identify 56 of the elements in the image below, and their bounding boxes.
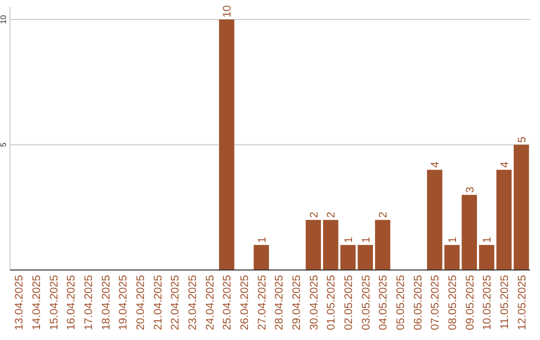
x-tick-label: 19.04.2025: [118, 275, 130, 330]
bar: [514, 144, 529, 270]
x-tick-label: 09.05.2025: [464, 275, 476, 330]
bar: [219, 20, 234, 270]
x-tick-label: 16.04.2025: [66, 275, 78, 330]
bar: [427, 170, 442, 270]
bar: [375, 220, 390, 270]
x-tick-label: 28.04.2025: [274, 275, 286, 330]
x-tick-label: 08.05.2025: [447, 275, 459, 330]
data-label: 4: [499, 162, 511, 168]
x-tick-label: 10.05.2025: [482, 275, 494, 330]
x-tick-label: 26.04.2025: [239, 275, 251, 330]
x-tick-label: 06.05.2025: [412, 275, 424, 330]
data-label: 1: [343, 236, 355, 243]
bar: [323, 220, 338, 270]
x-tick-label: 20.04.2025: [135, 275, 147, 330]
data-label: 2: [378, 212, 390, 218]
x-tick-label: 11.05.2025: [499, 275, 511, 330]
x-tick-label: 18.04.2025: [100, 275, 112, 330]
data-label: 1: [360, 236, 372, 243]
bar: [444, 244, 460, 270]
x-tick-label: 22.04.2025: [170, 275, 182, 330]
data-label: 1: [447, 236, 459, 243]
bar: [462, 194, 477, 270]
x-tick-label: 07.05.2025: [430, 275, 442, 330]
data-label: 1: [256, 236, 268, 243]
x-tick-label: 27.04.2025: [256, 275, 268, 330]
x-tick-label: 21.04.2025: [152, 275, 164, 330]
data-label: 2: [326, 212, 338, 218]
data-label: 2: [308, 212, 320, 218]
bar: [340, 244, 356, 270]
bar: [479, 244, 494, 270]
bar: [358, 244, 373, 270]
x-tick-label: 03.05.2025: [360, 275, 372, 330]
data-label: 10: [222, 5, 234, 18]
bar: [306, 220, 321, 270]
x-tick-label: 05.05.2025: [395, 275, 407, 330]
x-tick-label: 23.04.2025: [187, 275, 199, 330]
data-label: 4: [430, 162, 442, 168]
x-tick-label: 17.04.2025: [83, 275, 95, 330]
bar: [496, 170, 512, 270]
x-tick-label: 04.05.2025: [378, 275, 390, 330]
data-label: 1: [482, 236, 494, 243]
x-tick-label: 14.04.2025: [31, 275, 43, 330]
x-tick-label: 29.04.2025: [291, 275, 303, 330]
data-label: 3: [464, 186, 476, 193]
x-tick-label: 12.05.2025: [516, 275, 528, 330]
x-tick-label: 25.04.2025: [222, 275, 234, 330]
bar: [254, 244, 269, 270]
x-tick-label: 30.04.2025: [308, 275, 320, 330]
x-tick-label: 15.04.2025: [48, 275, 60, 330]
x-tick-label: 13.04.2025: [14, 275, 26, 330]
x-tick-label: 02.05.2025: [343, 275, 355, 330]
x-tick-label: 01.05.2025: [326, 275, 338, 330]
x-tick-label: 24.04.2025: [204, 275, 216, 330]
data-label: 5: [516, 136, 528, 143]
